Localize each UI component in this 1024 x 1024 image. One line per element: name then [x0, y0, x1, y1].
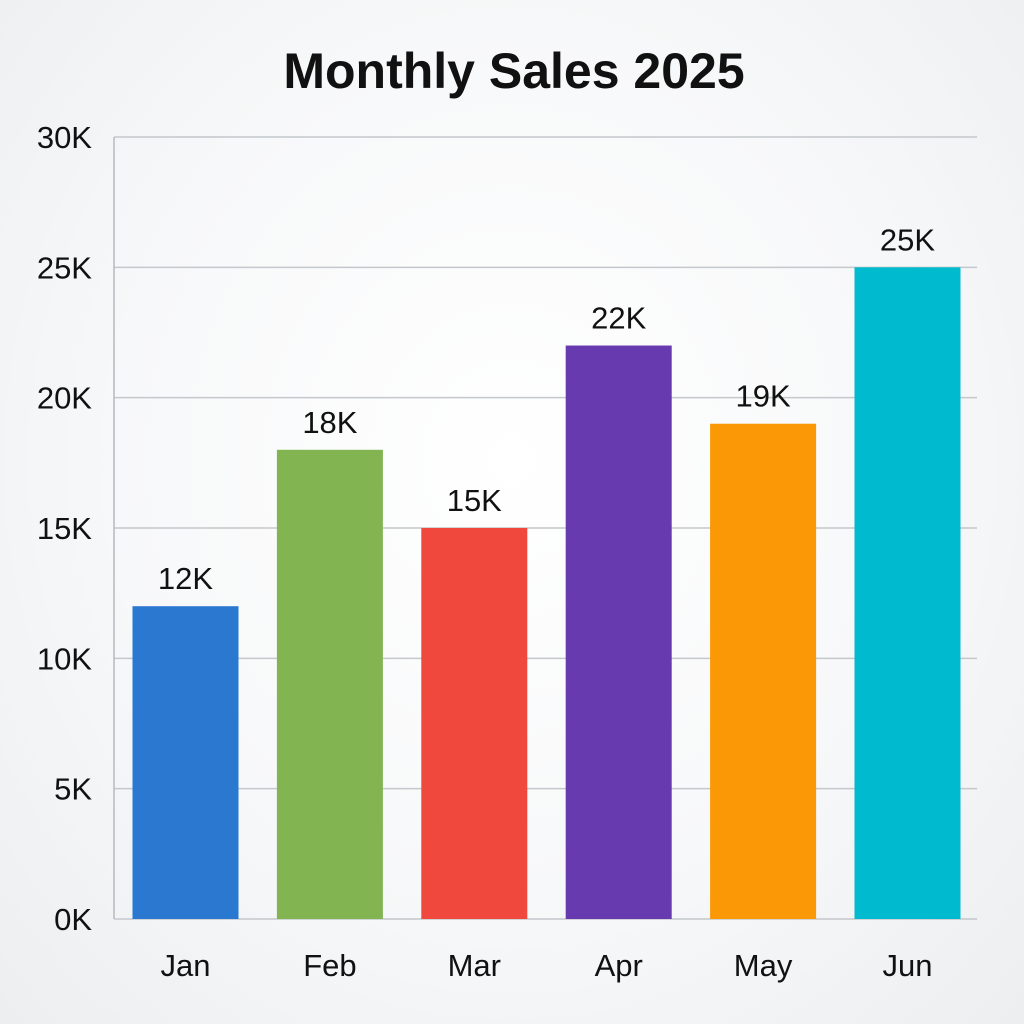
x-tick-label: Jun	[883, 948, 933, 983]
bar-may	[710, 423, 817, 919]
x-tick-label: Mar	[448, 948, 501, 983]
data-label: 22K	[591, 301, 646, 336]
y-tick-label: 0K	[54, 902, 92, 937]
bar-jan	[132, 606, 239, 919]
gridlines	[114, 136, 977, 920]
bar-mar	[421, 528, 528, 919]
y-tick-label: 5K	[54, 772, 92, 807]
data-label: 12K	[158, 561, 213, 596]
data-labels: 12K 18K 15K 22K 19K 25K	[158, 222, 935, 596]
bar-jun	[854, 267, 961, 919]
y-tick-label: 10K	[37, 641, 92, 676]
x-tick-label: Jan	[161, 948, 211, 983]
bar-feb	[276, 449, 383, 919]
y-tick-label: 15K	[37, 511, 92, 546]
data-label: 15K	[447, 483, 502, 518]
x-axis-ticks: Jan Feb Mar Apr May Jun	[161, 948, 933, 983]
x-tick-label: Feb	[303, 948, 356, 983]
y-tick-label: 25K	[37, 250, 92, 285]
bar-apr	[565, 345, 672, 919]
x-tick-label: May	[734, 948, 793, 983]
data-label: 25K	[880, 222, 935, 257]
bars	[132, 267, 961, 919]
x-tick-label: Apr	[595, 948, 643, 983]
chart-title: Monthly Sales 2025	[283, 43, 744, 99]
y-axis-ticks: 0K 5K 10K 15K 20K 25K 30K	[37, 120, 92, 937]
data-label: 19K	[736, 379, 791, 414]
y-tick-label: 30K	[37, 120, 92, 155]
y-tick-label: 20K	[37, 381, 92, 416]
data-label: 18K	[302, 405, 357, 440]
